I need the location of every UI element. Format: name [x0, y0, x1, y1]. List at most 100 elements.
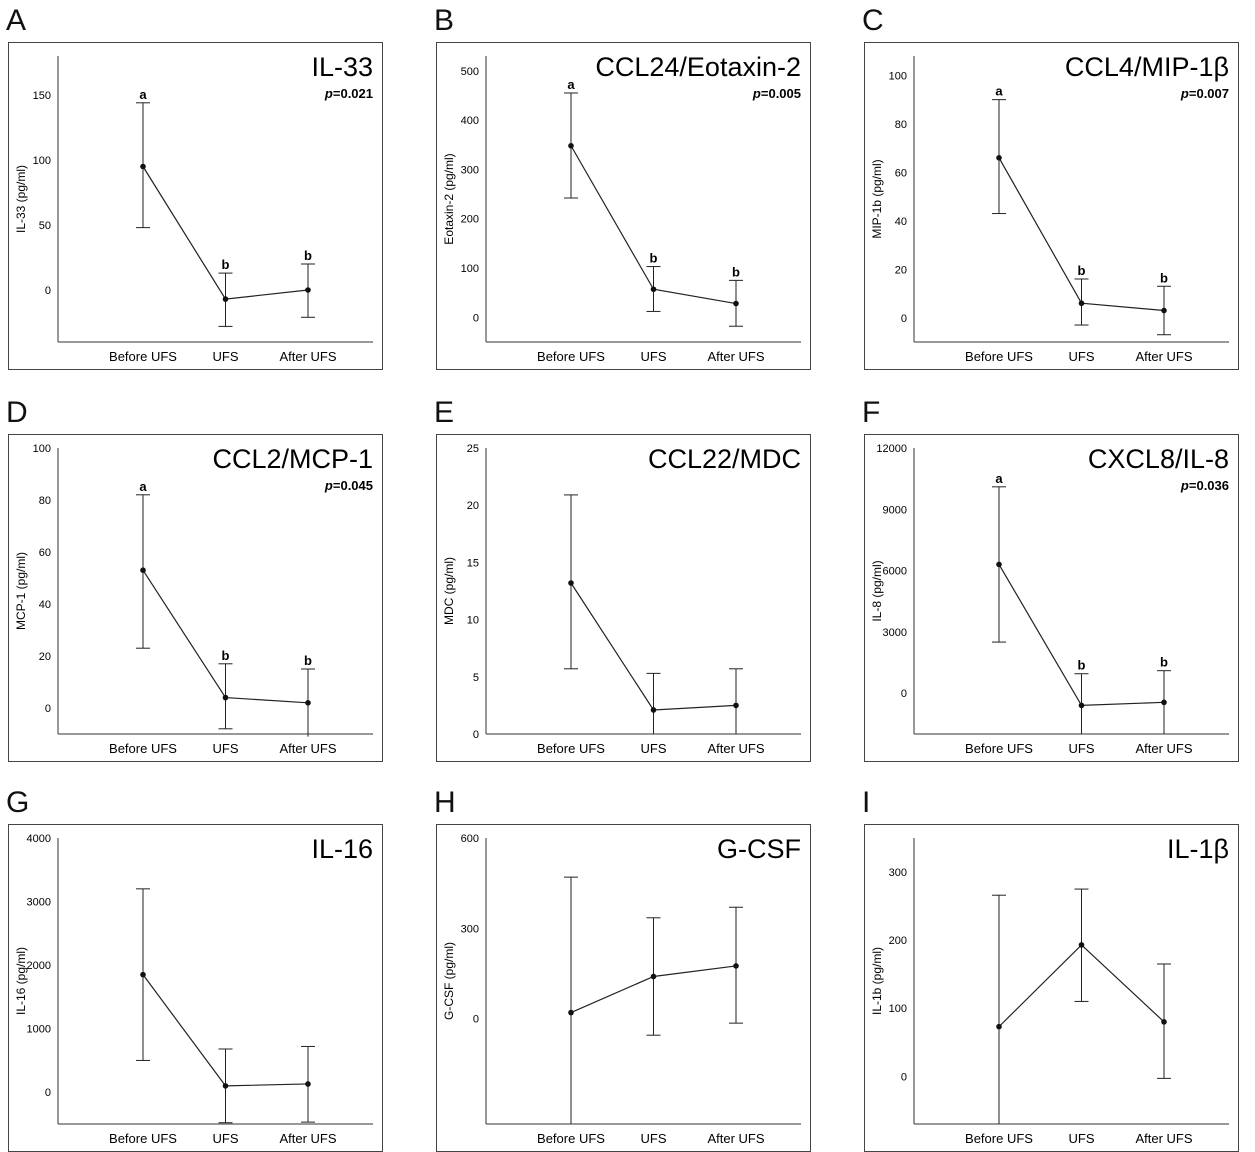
data-point: [733, 963, 739, 969]
panel-frame-e: [436, 434, 811, 762]
y-tick-label: 200: [461, 214, 479, 226]
y-axis-label: IL-33 (pg/ml): [14, 165, 28, 233]
y-tick-label: 5: [473, 672, 479, 684]
data-point: [1078, 942, 1085, 948]
x-category-label: After UFS: [279, 741, 336, 756]
panel-letter-h: H: [434, 786, 456, 819]
y-tick-label: 100: [33, 443, 51, 455]
y-tick-label: 20: [467, 500, 479, 512]
panel-frame-c: [864, 42, 1239, 370]
y-tick-label: 500: [461, 66, 479, 78]
p-symbol: p: [324, 86, 333, 101]
chart-title: CCL4/MIP-1β: [1065, 52, 1229, 82]
panel-frame-b: [436, 42, 811, 370]
data-point: [1078, 300, 1085, 307]
chart-title: IL-16: [311, 834, 373, 864]
y-axis-label: IL-1b (pg/ml): [870, 947, 884, 1015]
chart-panel-h: 0 300 600 G-CSF (pg/ml) Before UFS UFS After U…: [442, 833, 801, 1146]
y-tick-label: 0: [901, 1071, 907, 1083]
y-tick-label: 10: [467, 615, 479, 627]
y-tick-label: 12000: [876, 443, 907, 455]
data-point: [1161, 1019, 1167, 1025]
y-tick-label: 40: [39, 599, 51, 611]
y-tick-label: 1000: [27, 1024, 51, 1036]
significance-letter: b: [222, 648, 230, 663]
chart-title: CXCL8/IL-8: [1088, 444, 1229, 474]
significance-letter: a: [139, 479, 147, 494]
y-tick-label: 20: [895, 264, 907, 276]
chart-title: IL-33: [311, 52, 373, 82]
significance-letter: a: [567, 77, 575, 92]
y-tick-label: 3000: [883, 627, 907, 639]
y-tick-label: 80: [895, 119, 907, 131]
x-category-label: Before UFS: [537, 741, 605, 756]
y-tick-label: 9000: [883, 504, 907, 516]
p-symbol: p: [752, 86, 761, 101]
chart-panel-f: 0 3000 6000 9000 12000 IL-8 (pg/ml) Before UFS…: [870, 443, 1229, 756]
x-category-label: UFS: [641, 741, 667, 756]
panel-letter-a: A: [6, 4, 27, 37]
data-point: [140, 567, 146, 573]
p-value-number: =0.036: [1189, 478, 1229, 493]
y-tick-label: 0: [473, 729, 479, 741]
x-category-label: Before UFS: [109, 741, 177, 756]
y-tick-label: 100: [33, 155, 51, 167]
y-axis-label: Eotaxin-2 (pg/ml): [442, 153, 456, 244]
significance-letter: b: [222, 257, 230, 272]
y-tick-label: 40: [895, 216, 907, 228]
y-axis-label: IL-16 (pg/ml): [14, 947, 28, 1015]
x-category-label: UFS: [641, 1131, 667, 1146]
panel-frame-a: [8, 42, 383, 370]
y-tick-label: 0: [473, 1014, 479, 1026]
y-axis-label: MCP-1 (pg/ml): [14, 552, 28, 630]
x-category-label: After UFS: [1135, 741, 1192, 756]
y-tick-label: 60: [39, 547, 51, 559]
significance-letter: a: [995, 84, 1003, 99]
panel-frame-f: [864, 434, 1239, 762]
chart-title: CCL22/MDC: [648, 444, 801, 474]
y-tick-label: 60: [895, 167, 907, 179]
data-point: [996, 561, 1002, 568]
x-category-label: Before UFS: [965, 349, 1033, 364]
data-point: [222, 1083, 229, 1089]
chart-panel-i: 0 100 200 300 IL-1b (pg/ml) Before UFS UFS Afte…: [870, 834, 1229, 1146]
y-tick-label: 2000: [27, 960, 51, 972]
x-category-label: After UFS: [1135, 349, 1192, 364]
x-category-label: After UFS: [707, 349, 764, 364]
x-category-label: Before UFS: [965, 1131, 1033, 1146]
y-tick-label: 100: [461, 263, 479, 275]
y-tick-label: 6000: [883, 566, 907, 578]
y-tick-label: 400: [461, 115, 479, 127]
chart-title: CCL2/MCP-1: [212, 444, 373, 474]
p-value: p=0.045: [324, 478, 373, 493]
panel-letter-b: B: [434, 4, 455, 37]
panel-letter-c: C: [862, 4, 884, 37]
y-tick-label: 150: [33, 90, 51, 102]
y-tick-label: 300: [461, 923, 479, 935]
p-value: p=0.021: [324, 86, 373, 101]
y-tick-label: 15: [467, 557, 479, 569]
x-category-label: UFS: [213, 1131, 239, 1146]
data-point: [1161, 699, 1167, 706]
chart-panel-c: 0 20 40 60 80 100 MIP-1b (pg/ml) Before UFS UFS A…: [870, 52, 1229, 364]
panel-letter-d: D: [6, 396, 28, 429]
chart-panel-d: 0 20 40 60 80 100 MCP-1 (pg/ml) Before UFS UFS Af…: [14, 443, 373, 756]
y-tick-label: 3000: [27, 897, 51, 909]
y-tick-label: 0: [45, 1087, 51, 1099]
p-value-number: =0.005: [761, 86, 801, 101]
x-category-label: Before UFS: [109, 349, 177, 364]
panel-frame-d: [8, 434, 383, 762]
y-tick-label: 100: [889, 1003, 907, 1015]
chart-title: IL-1β: [1167, 834, 1229, 864]
p-symbol: p: [324, 478, 333, 493]
x-category-label: Before UFS: [537, 349, 605, 364]
y-axis-label: MIP-1b (pg/ml): [870, 159, 884, 238]
p-value-number: =0.021: [333, 86, 373, 101]
panel-letter-g: G: [6, 786, 30, 819]
data-point: [222, 296, 229, 302]
data-point: [568, 580, 574, 586]
data-point: [733, 702, 739, 709]
data-point: [996, 154, 1002, 161]
significance-letter: b: [1160, 655, 1168, 670]
y-tick-label: 0: [473, 312, 479, 324]
